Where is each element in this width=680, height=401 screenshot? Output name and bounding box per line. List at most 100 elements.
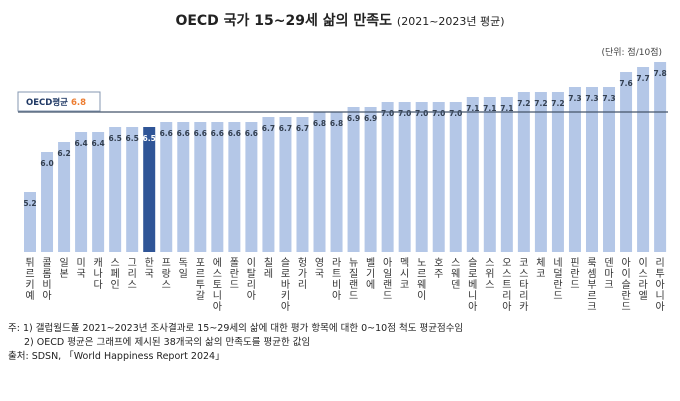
data-label: 7.1 <box>483 104 496 113</box>
data-label: 7.1 <box>500 104 513 113</box>
source-note: 출처: SDSN, 「World Happiness Report 2024」 <box>8 351 225 362</box>
bar-chart: 5.2 튀 르 키 예 6.0 콜 롬 비 아 6.2 일 본 6.4 미 국 6.4 캐 나 다 6.5 스 페 인 6.5 그… <box>17 62 668 313</box>
bar-6 <box>126 127 139 252</box>
bar-20 <box>364 107 377 252</box>
bar-27 <box>483 97 496 252</box>
bar-3 <box>75 132 88 252</box>
unit-label: (단위: 점/10점) <box>601 48 662 58</box>
data-label: 7.0 <box>449 109 462 118</box>
bar-22 <box>398 102 411 252</box>
data-label: 6.4 <box>74 139 87 148</box>
bar-4 <box>92 132 105 252</box>
bar-19 <box>347 107 360 252</box>
footnote-2: 2) OECD 평균은 그래프에 제시된 38개국의 삶의 만족도를 평균한 값… <box>24 337 311 348</box>
bar-14 <box>262 117 275 252</box>
data-label: 6.8 <box>330 119 343 128</box>
data-label: 6.9 <box>364 114 377 123</box>
footnote-1: 주: 1) 갤럽월드폴 2021~2023년 조사결과로 15~29세의 삶에 … <box>8 323 464 334</box>
bar-34 <box>603 87 616 252</box>
bar-31 <box>551 92 564 252</box>
data-label: 7.8 <box>653 69 666 78</box>
footnotes: 주: 1) 갤럽월드폴 2021~2023년 조사결과로 15~29세의 삶에 … <box>8 322 463 364</box>
oecd-average-value: 6.8 <box>71 98 86 108</box>
bar-30 <box>534 92 547 252</box>
bar-35 <box>620 72 633 252</box>
bar-21 <box>381 102 394 252</box>
bar-2 <box>58 142 71 252</box>
data-label: 7.6 <box>619 79 632 88</box>
data-label: 6.6 <box>228 129 241 138</box>
data-label: 7.2 <box>517 99 530 108</box>
data-label: 7.3 <box>585 94 598 103</box>
data-label: 7.1 <box>466 104 479 113</box>
chart-title-main: OECD 국가 15~29세 삶의 만족도 <box>175 13 393 29</box>
bar-1 <box>41 152 54 252</box>
data-label: 7.3 <box>602 94 615 103</box>
bar-23 <box>415 102 428 252</box>
chart-subtitle: (2021~2023년 평균) <box>396 15 505 28</box>
data-label: 7.0 <box>381 109 394 118</box>
bar-17 <box>313 112 326 252</box>
data-label: 7.7 <box>636 74 649 83</box>
data-label: 7.0 <box>432 109 445 118</box>
data-label: 6.7 <box>262 124 275 133</box>
bar-28 <box>500 97 513 252</box>
data-label: 7.2 <box>534 99 547 108</box>
data-label: 6.6 <box>177 129 190 138</box>
data-label: 7.3 <box>568 94 581 103</box>
data-label: 6.5 <box>143 134 156 143</box>
data-label: 6.6 <box>160 129 173 138</box>
bar-16 <box>296 117 309 252</box>
bar-33 <box>585 87 598 252</box>
bar-0 <box>24 192 36 252</box>
data-label: 7.0 <box>415 109 428 118</box>
data-label: 7.2 <box>551 99 564 108</box>
bar-32 <box>568 87 581 252</box>
data-label: 6.6 <box>194 129 207 138</box>
data-label: 6.8 <box>313 119 326 128</box>
data-label: 5.2 <box>23 199 36 208</box>
bar-37 <box>654 62 667 252</box>
bar-9 <box>177 122 190 252</box>
data-label: 6.9 <box>347 114 360 123</box>
data-label: 6.2 <box>57 149 70 158</box>
bar-36 <box>637 67 650 252</box>
data-label: 6.4 <box>91 139 104 148</box>
bar-8 <box>160 122 173 252</box>
data-label: 6.5 <box>126 134 139 143</box>
bar-13 <box>245 122 258 252</box>
data-label: 6.5 <box>109 134 122 143</box>
data-label: 7.0 <box>398 109 411 118</box>
chart-title: OECD 국가 15~29세 삶의 만족도 (2021~2023년 평균) <box>0 10 680 30</box>
bar-12 <box>228 122 241 252</box>
data-label: 6.7 <box>296 124 309 133</box>
bar-18 <box>330 112 343 252</box>
